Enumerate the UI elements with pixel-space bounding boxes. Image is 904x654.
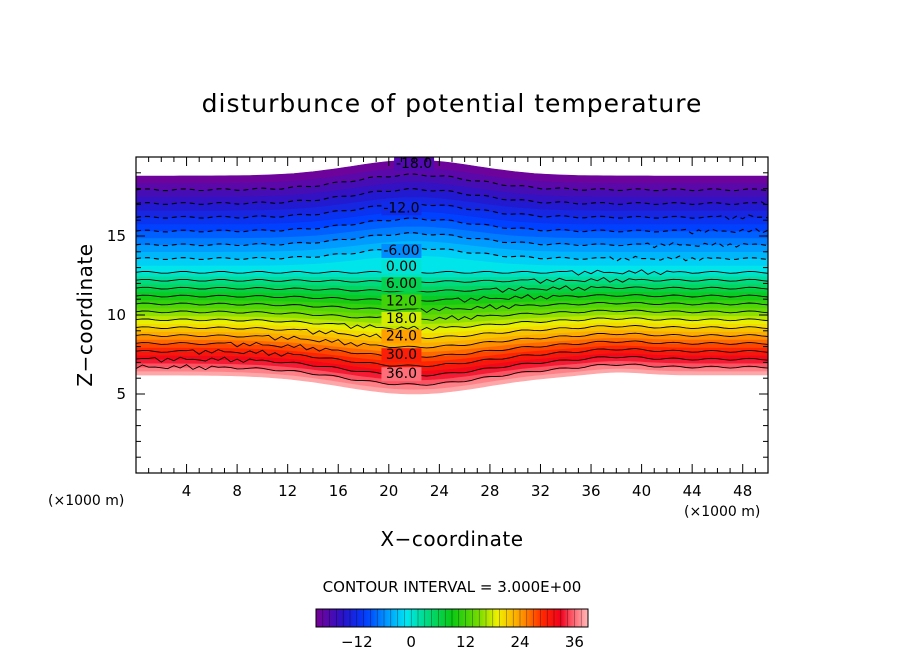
contour-label: 36.0 — [386, 366, 417, 382]
contour-line — [136, 332, 768, 349]
contour-label-bg — [381, 329, 422, 344]
contour-line — [136, 325, 768, 341]
contour-label: 30.0 — [386, 347, 417, 363]
x-tick-label: 40 — [632, 482, 651, 500]
contour-label: 12.0 — [386, 294, 417, 310]
contour-line — [136, 217, 768, 235]
contour-band — [136, 272, 768, 278]
contour-label: -18.0 — [396, 156, 432, 172]
contour-label: 18.0 — [386, 311, 417, 327]
colorbar-tick-label: 36 — [565, 633, 584, 651]
contour-line — [136, 301, 768, 314]
contour-line — [136, 202, 768, 221]
colorbar-tick-label: 0 — [406, 633, 416, 651]
contour-label-bg — [381, 294, 422, 309]
x-axis-label: X−coordinate — [380, 527, 523, 551]
contour-label-bg — [381, 311, 422, 326]
contour-line — [136, 269, 768, 276]
contour-label-bg — [381, 348, 422, 363]
contour-field — [136, 159, 768, 395]
contour-line — [136, 348, 768, 368]
contour-label-bg — [381, 201, 422, 216]
y-tick-label: 15 — [107, 227, 126, 245]
x-tick-label: 4 — [182, 482, 192, 500]
contour-line — [136, 340, 768, 358]
contour-lines — [136, 173, 768, 386]
contour-label: 0.00 — [386, 259, 417, 275]
x-tick-label: 48 — [733, 482, 752, 500]
contour-label-bg — [381, 367, 422, 382]
x-tick-label: 44 — [683, 482, 702, 500]
contour-label-bg — [394, 157, 435, 172]
contour-label-bg — [381, 243, 422, 258]
x-tick-label: 36 — [581, 482, 600, 500]
contour-line — [136, 232, 768, 249]
contour-line — [136, 173, 768, 192]
x-tick-label: 12 — [278, 482, 297, 500]
contour-line — [136, 285, 768, 293]
x-axis-ticks: 4 8 12 16 20 24 28 32 36 40 44 48 — [148, 157, 756, 500]
contour-label: 6.00 — [386, 276, 417, 292]
contour-label-bg — [381, 277, 422, 292]
y-axis-ticks: 5 10 15 — [107, 172, 768, 458]
x-tick-label: 24 — [430, 482, 449, 500]
contour-label: -6.00 — [383, 243, 419, 259]
chart-title: disturbunce of potential temperature — [202, 89, 703, 118]
contour-line — [136, 363, 768, 386]
colorbar-tick-label: −12 — [341, 633, 373, 651]
x-tick-label: 20 — [379, 482, 398, 500]
colorbar-tick-label: 24 — [510, 633, 529, 651]
contour-line — [136, 317, 768, 332]
y-axis-label: Z−coordinate — [73, 243, 97, 386]
contour-band — [136, 159, 768, 184]
contour-line — [136, 294, 768, 303]
colorbar-tick-label: 12 — [456, 633, 475, 651]
contour-line — [136, 246, 768, 262]
contour-labels: -18.0 -12.0 -6.000.006.00 12.018.024.0 30.0 3… — [381, 156, 435, 382]
x-unit-left: (×1000 m) — [48, 493, 124, 509]
contour-line — [136, 276, 768, 284]
x-unit-right: (×1000 m) — [684, 504, 760, 520]
x-tick-label: 16 — [329, 482, 348, 500]
y-tick-label: 5 — [116, 385, 126, 403]
contour-label: 24.0 — [386, 328, 417, 344]
contour-label-bg — [381, 259, 422, 274]
contour-interval-text: CONTOUR INTERVAL = 3.000E+00 — [323, 578, 582, 596]
contour-line — [136, 309, 768, 323]
x-tick-label: 32 — [531, 482, 550, 500]
x-tick-label: 28 — [480, 482, 499, 500]
y-tick-label: 10 — [107, 306, 126, 324]
colorbar: −12 0 12 24 36 — [315, 608, 589, 651]
x-tick-label: 8 — [232, 482, 242, 500]
contour-line — [136, 355, 768, 377]
contour-line — [136, 188, 768, 207]
contour-label: -12.0 — [383, 200, 419, 216]
